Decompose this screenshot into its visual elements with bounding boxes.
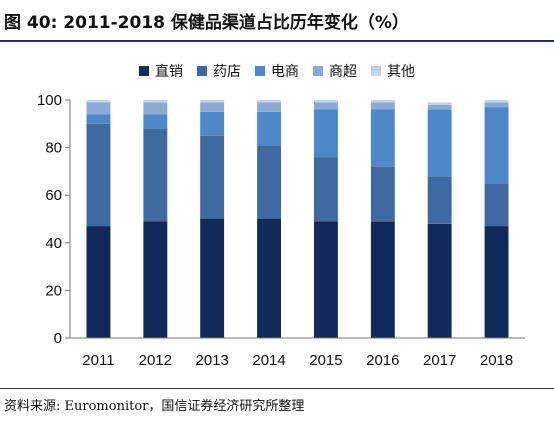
x-tick-label: 2014 (252, 352, 285, 369)
legend-item-direct-sales: 直销 (139, 61, 183, 81)
y-tick-label: 100 (37, 92, 62, 109)
bar-segment (200, 135, 225, 219)
bar-segment (257, 145, 281, 219)
bar-segment (257, 102, 281, 112)
bar-segment (370, 221, 395, 338)
bar-segment (370, 100, 395, 103)
bar-segment (314, 102, 338, 110)
figure-title: 图 40: 2011-2018 保健品渠道占比历年变化（%） (4, 13, 409, 33)
legend-swatch-other (371, 66, 381, 76)
bar-segment (427, 104, 452, 110)
bar-segment (427, 223, 452, 338)
bar-segment (257, 219, 281, 338)
legend-item-other: 其他 (371, 61, 415, 81)
bar-segment (314, 157, 338, 222)
bar-segment (143, 128, 168, 222)
x-tick-label: 2018 (480, 352, 513, 369)
x-tick-label: 2013 (196, 352, 229, 369)
stacked-bar-chart: 0 20 40 60 80 100 2011 2012 2013 2014 2015 2016 2017… (37, 92, 525, 369)
bar-segment (86, 102, 111, 115)
legend-swatch-supermarket (313, 66, 323, 76)
bar-segment (257, 100, 281, 103)
bar-segment (484, 107, 509, 184)
y-tick-label: 80 (45, 140, 62, 157)
legend-swatch-ecommerce (255, 66, 265, 76)
legend-label-pharmacy: 药店 (213, 64, 241, 80)
bar-segment (86, 114, 111, 124)
bar-segment (314, 221, 338, 338)
bar-segment (427, 102, 452, 105)
bar-segment (257, 111, 281, 146)
x-tick-label: 2016 (366, 352, 399, 369)
legend-item-ecommerce: 电商 (255, 61, 299, 81)
bar-segment (427, 176, 452, 224)
legend-label-direct-sales: 直销 (155, 64, 183, 80)
y-tick-label: 60 (45, 187, 62, 204)
bar-segment (484, 100, 509, 103)
bar-segment (484, 183, 509, 227)
legend-label-other: 其他 (387, 64, 415, 80)
x-tick-label: 2011 (82, 352, 114, 369)
legend-swatch-pharmacy (197, 66, 207, 76)
title-divider (0, 40, 554, 42)
bar-segment (484, 102, 509, 108)
x-tick-label: 2012 (139, 352, 172, 369)
legend-item-supermarket: 商超 (313, 61, 357, 81)
bar-segment (484, 226, 509, 338)
bar-segment (86, 226, 111, 338)
legend-label-supermarket: 商超 (329, 64, 357, 80)
x-tick-label: 2017 (423, 352, 456, 369)
bar-segment (200, 102, 225, 112)
bar-segment (200, 111, 225, 136)
legend-item-pharmacy: 药店 (197, 61, 241, 81)
bar-segment (143, 102, 168, 115)
legend-label-ecommerce: 电商 (271, 64, 299, 80)
bar-segment (370, 102, 395, 110)
x-tick-label: 2015 (309, 352, 342, 369)
y-tick-label: 0 (54, 330, 62, 347)
y-tick-label: 20 (45, 282, 62, 299)
bar-segment (427, 109, 452, 177)
bar-segment (143, 100, 168, 103)
bar-segment (200, 219, 225, 338)
legend-swatch-direct-sales (139, 66, 149, 76)
bar-segment (370, 166, 395, 222)
bar-segment (314, 109, 338, 158)
bar-segment (86, 123, 111, 227)
chart-legend: 直销 药店 电商 商超 其他 (0, 60, 554, 82)
source-divider (0, 388, 554, 389)
bar-segment (200, 100, 225, 103)
y-tick-label: 40 (45, 235, 62, 252)
source-note: 资料来源: Euromonitor，国信证券经济研究所整理 (4, 399, 305, 414)
bar-segment (314, 100, 338, 103)
bar-segment (86, 100, 111, 103)
bar-segment (143, 221, 168, 338)
bar-segment (370, 109, 395, 167)
bar-segment (143, 114, 168, 129)
